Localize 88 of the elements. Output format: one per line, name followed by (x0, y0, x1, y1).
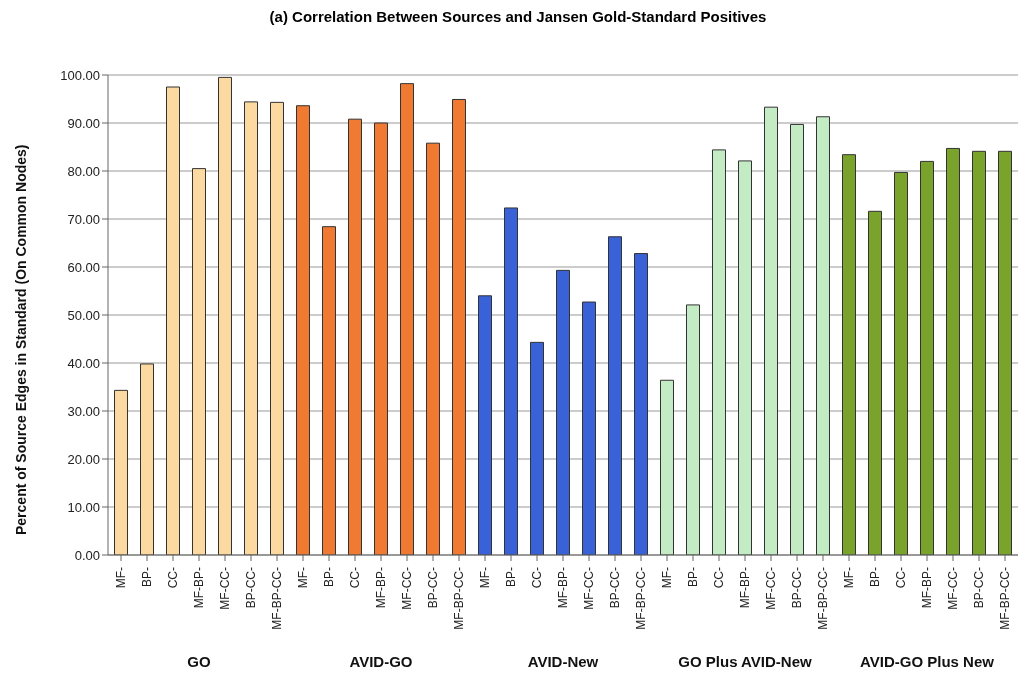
text: GO (187, 653, 211, 670)
bar (218, 76, 232, 555)
bar (894, 171, 908, 555)
bar (608, 236, 622, 555)
bar (400, 83, 414, 555)
y-axis-title: Percent of Source Edges in Standard (On Common Nodes) (12, 144, 29, 535)
bar (322, 226, 336, 555)
y-tick-label: 20.00 (67, 451, 100, 467)
x-tick-label: CC- (712, 567, 726, 589)
y-tick-label: 90.00 (67, 115, 100, 131)
bar (634, 253, 648, 555)
chart-title: (a) Correlation Between Sources and Jansen Gold-Standard Positives (268, 8, 768, 25)
bar (244, 101, 258, 555)
bar (296, 105, 310, 555)
bar (842, 154, 856, 555)
bar (530, 341, 544, 555)
text: AVID-New (527, 653, 599, 670)
x-tick-label: BP-CC- (426, 567, 440, 609)
text: AVID-GO (349, 653, 413, 670)
x-tick-label: MF-CC- (218, 567, 232, 610)
x-tick-label: MF-BP-CC- (270, 567, 284, 630)
bar (686, 304, 700, 555)
x-tick-label: MF- (660, 567, 674, 589)
y-tick-label: 0.00 (74, 547, 100, 563)
x-tick-label: BP-CC- (972, 567, 986, 609)
bar (140, 363, 154, 555)
bar (764, 106, 778, 555)
bar (582, 301, 596, 555)
bar (712, 149, 726, 555)
x-tick-label: CC- (348, 567, 362, 589)
bar (660, 379, 674, 555)
text: AVID-GO Plus New (860, 653, 995, 670)
x-tick-label: BP-CC- (244, 567, 258, 609)
x-tick-label: MF-BP- (738, 567, 752, 609)
bar (972, 150, 986, 555)
y-tick-label: 30.00 (67, 403, 100, 419)
bar (790, 123, 804, 555)
x-tick-label: MF-CC- (400, 567, 414, 610)
x-tick-label: BP-CC- (790, 567, 804, 609)
x-tick-label: MF- (114, 567, 128, 589)
x-tick-label: BP- (140, 567, 154, 588)
x-tick-label: MF-BP- (374, 567, 388, 609)
bar (738, 160, 752, 555)
x-tick-label: MF-BP-CC- (634, 567, 648, 630)
x-tick-label: BP- (686, 567, 700, 588)
x-tick-label: BP- (322, 567, 336, 588)
bar (556, 269, 570, 555)
bar (348, 118, 362, 555)
bar (816, 116, 830, 555)
x-tick-label: MF-CC- (582, 567, 596, 610)
bar (920, 160, 934, 555)
text: GO Plus AVID-New (678, 653, 812, 670)
bar (426, 142, 440, 555)
bar (374, 122, 388, 555)
x-tick-label: CC- (894, 567, 908, 589)
x-tick-label: MF-BP- (920, 567, 934, 609)
x-tick-label: BP- (868, 567, 882, 588)
bar (478, 295, 492, 555)
x-tick-label: MF-BP-CC- (452, 567, 466, 630)
x-tick-label: CC- (530, 567, 544, 589)
x-tick-label: MF-CC- (946, 567, 960, 610)
bar (192, 168, 206, 555)
x-tick-label: MF- (296, 567, 310, 589)
y-tick-label: 80.00 (67, 163, 100, 179)
y-tick-label: 70.00 (67, 211, 100, 227)
x-tick-label: MF- (478, 567, 492, 589)
x-tick-label: MF-CC- (764, 567, 778, 610)
y-tick-label: 50.00 (67, 307, 100, 323)
y-tick-label: 100.00 (60, 67, 100, 83)
x-tick-label: CC- (166, 567, 180, 589)
bar (270, 101, 284, 555)
y-tick-label: 60.00 (67, 259, 100, 275)
x-tick-label: MF- (842, 567, 856, 589)
x-tick-label: MF-BP-CC- (998, 567, 1012, 630)
y-tick-label: 10.00 (67, 499, 100, 515)
bar (868, 210, 882, 555)
y-tick-label: 40.00 (67, 355, 100, 371)
x-tick-label: MF-BP- (556, 567, 570, 609)
bar (504, 207, 518, 555)
bar (998, 150, 1012, 555)
x-tick-label: BP-CC- (608, 567, 622, 609)
x-tick-label: MF-BP-CC- (816, 567, 830, 630)
bar (452, 98, 466, 555)
x-tick-label: MF-BP- (192, 567, 206, 609)
x-tick-label: BP- (504, 567, 518, 588)
bar (114, 389, 128, 555)
bar (946, 147, 960, 555)
bar (166, 86, 180, 555)
